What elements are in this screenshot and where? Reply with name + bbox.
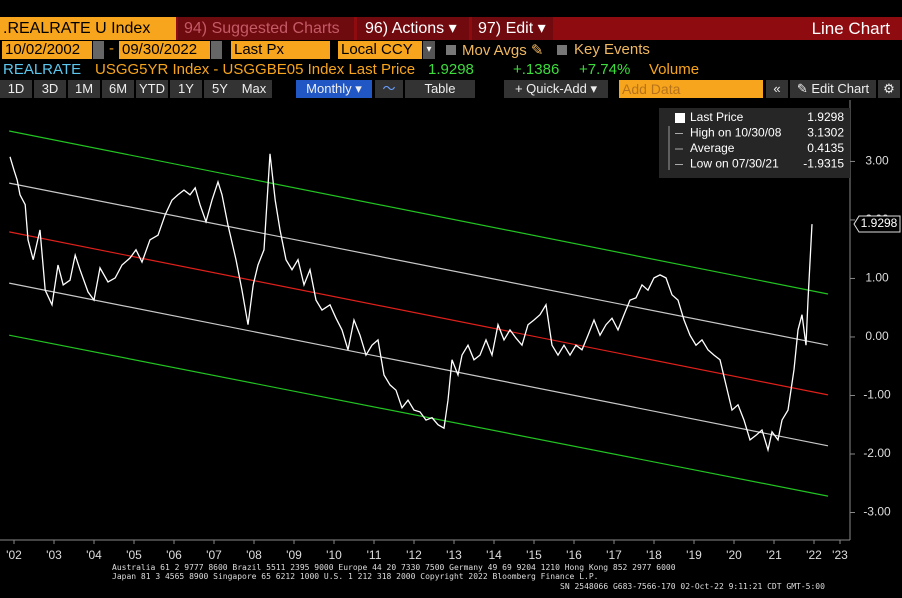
- x-tick-label: '10: [326, 548, 342, 562]
- edit-chart[interactable]: ✎ Edit Chart: [790, 80, 876, 98]
- frequency[interactable]: Monthly ▾: [296, 80, 372, 98]
- x-tick-label: '12: [406, 548, 422, 562]
- pct-change: +7.74%: [579, 61, 631, 78]
- x-tick-label: '22: [806, 548, 822, 562]
- mov-avgs-label: Mov Avgs: [462, 42, 527, 59]
- period-button[interactable]: 1Y: [170, 80, 202, 98]
- start-date[interactable]: 10/02/2002: [2, 41, 92, 59]
- table-button[interactable]: Table: [405, 80, 475, 98]
- x-tick-label: '08: [246, 548, 262, 562]
- edit-chart-label: Edit Chart: [811, 81, 870, 96]
- field-select[interactable]: Last Px: [231, 41, 330, 59]
- channel-line: [9, 282, 829, 447]
- dropdown-arrow[interactable]: ▾: [423, 41, 435, 59]
- x-tick-label: '17: [606, 548, 622, 562]
- period-button[interactable]: YTD: [136, 80, 168, 98]
- x-tick-label: '15: [526, 548, 542, 562]
- frequency-label: Monthly: [306, 81, 352, 96]
- legend-box: [659, 108, 850, 178]
- x-tick-label: '02: [6, 548, 22, 562]
- channel-line: [9, 130, 829, 295]
- security[interactable]: .REALRATE U Index: [0, 17, 176, 40]
- period-button[interactable]: Max: [236, 80, 272, 98]
- ticker-description: USGG5YR Index - USGGBE05 Index Last Pric…: [95, 61, 416, 78]
- key-events[interactable]: Key Events: [574, 41, 650, 58]
- change: +.1386: [513, 61, 560, 78]
- y-tick-label: -2.00: [863, 446, 891, 460]
- y-tick-label: -3.00: [863, 505, 891, 519]
- footer-line: SN 2548066 G683-7566-170 02-Oct-22 9:11:…: [560, 582, 825, 591]
- settings-button[interactable]: ⚙: [878, 80, 900, 98]
- actions-menu[interactable]: 96) Actions ▾: [357, 17, 469, 40]
- actions-label: 96) Actions: [365, 20, 445, 37]
- currency-select[interactable]: Local CCY: [338, 41, 422, 59]
- y-tick-label: -1.00: [863, 388, 891, 402]
- legend-label: Average: [690, 141, 735, 155]
- volume: Volume: [649, 61, 700, 78]
- x-tick-label: '07: [206, 548, 222, 562]
- last-value-label: 1.9298: [861, 216, 898, 230]
- period-button[interactable]: 1D: [0, 80, 32, 98]
- x-tick-label: '19: [686, 548, 702, 562]
- calendar-icon[interactable]: [93, 41, 104, 59]
- quick-add[interactable]: + Quick-Add ▾: [504, 80, 608, 98]
- x-tick-label: '23: [832, 548, 848, 562]
- view-title: Line Chart: [811, 19, 890, 38]
- add-data-input[interactable]: Add Data: [619, 80, 763, 98]
- last-value-tag: [853, 215, 901, 233]
- x-tick-label: '21: [766, 548, 782, 562]
- edit-label: 97) Edit: [478, 20, 534, 37]
- channel-line: [9, 334, 829, 497]
- legend-value: 0.4135: [807, 141, 844, 155]
- last-price: 1.9298: [428, 61, 474, 78]
- x-tick-label: '09: [286, 548, 302, 562]
- edit-menu[interactable]: 97) Edit ▾: [472, 17, 553, 40]
- channel-line: [9, 231, 829, 396]
- date-dash: -: [109, 40, 114, 57]
- x-tick-label: '03: [46, 548, 62, 562]
- x-tick-label: '16: [566, 548, 582, 562]
- period-button[interactable]: 6M: [102, 80, 134, 98]
- x-tick-label: '06: [166, 548, 182, 562]
- channel-line: [9, 182, 829, 346]
- checkbox[interactable]: [446, 45, 456, 55]
- legend-value: 1.9298: [807, 110, 844, 124]
- line-icon[interactable]: 〜: [375, 80, 403, 98]
- period-button[interactable]: 5Y: [204, 80, 236, 98]
- period-button[interactable]: 1M: [68, 80, 100, 98]
- end-date[interactable]: 09/30/2022: [119, 41, 210, 59]
- x-tick-label: '11: [367, 548, 382, 562]
- legend-label: Last Price: [690, 110, 744, 124]
- collapse-button[interactable]: «: [766, 80, 788, 98]
- y-tick-label: 1.00: [865, 271, 889, 285]
- ticker-name: REALRATE: [3, 61, 82, 78]
- x-tick-label: '13: [446, 548, 462, 562]
- x-tick-label: '05: [126, 548, 142, 562]
- x-tick-label: '20: [726, 548, 742, 562]
- mov-avgs[interactable]: Mov Avgs ✎: [462, 42, 544, 59]
- x-tick-label: '04: [86, 548, 102, 562]
- legend-value: -1.9315: [803, 157, 844, 171]
- checkbox[interactable]: [557, 45, 567, 55]
- legend-value: 3.1302: [807, 126, 844, 140]
- footer-line: Australia 61 2 9777 8600 Brazil 5511 239…: [112, 563, 676, 572]
- legend-swatch: [675, 113, 685, 123]
- suggested-charts[interactable]: 94) Suggested Charts: [178, 17, 354, 40]
- y-tick-label: 0.00: [865, 329, 889, 343]
- legend-label: Low on 07/30/21: [690, 157, 779, 171]
- quick-add-label: + Quick-Add: [514, 81, 587, 96]
- legend-label: High on 10/30/08: [690, 126, 782, 140]
- price-line: [9, 153, 813, 453]
- y-tick-label: 3.00: [865, 154, 889, 168]
- x-tick-label: '14: [486, 548, 502, 562]
- footer-line: Japan 81 3 4565 8900 Singapore 65 6212 1…: [112, 572, 599, 581]
- calendar-icon[interactable]: [211, 41, 222, 59]
- period-button[interactable]: 3D: [34, 80, 66, 98]
- x-tick-label: '18: [646, 548, 662, 562]
